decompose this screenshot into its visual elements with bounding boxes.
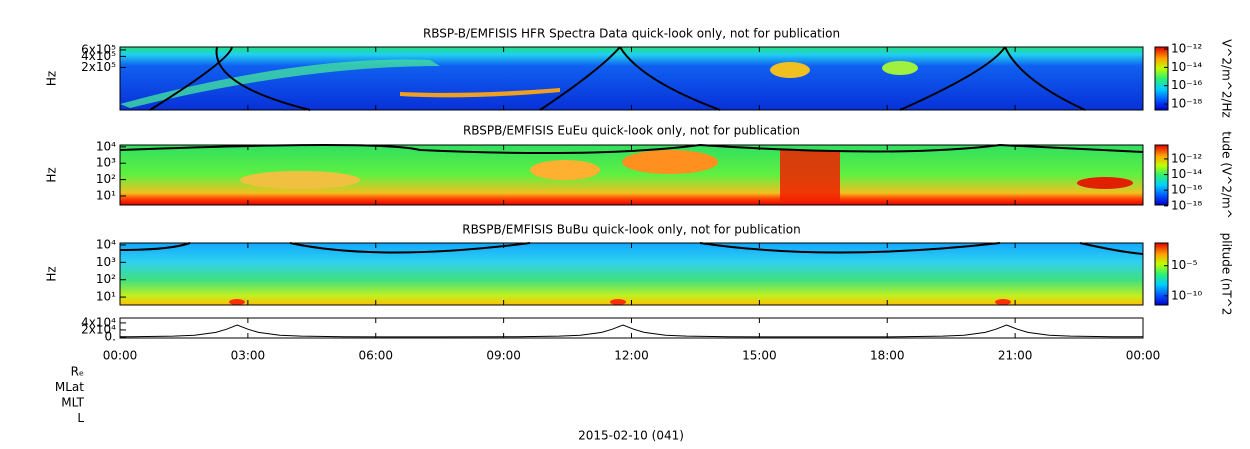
x-tick-label: 18:00: [870, 349, 905, 363]
y-tick-label: 10¹: [96, 188, 116, 202]
x-tick-label: 03:00: [231, 349, 266, 363]
x-axis-label: 2015-02-10 (041): [578, 429, 684, 443]
colorbar-tick-label: 10⁻¹⁶: [1171, 78, 1202, 92]
spectrogram-feature: [240, 171, 360, 189]
spectrogram-feature: [780, 150, 840, 202]
x-tick-label: 21:00: [998, 349, 1033, 363]
y-tick-label: 10⁴: [96, 237, 116, 251]
x-tick-label: 15:00: [742, 349, 777, 363]
spectrogram-feature: [400, 88, 560, 98]
spectrogram-feature: [610, 299, 626, 305]
spectrogram-feature: [882, 61, 918, 75]
spectrogram-feature: [530, 160, 600, 180]
spectrogram-feature: [120, 59, 440, 108]
data-line: [120, 324, 1143, 338]
colorbar-tick-label: 10⁻⁵: [1171, 258, 1198, 272]
colorbar-tick-label: 10⁻¹²: [1171, 42, 1202, 56]
cyclotron-curve: [119, 242, 1144, 255]
y-tick-label: 10⁴: [96, 139, 116, 153]
x-tick-label: 06:00: [358, 349, 393, 363]
y-tick-label: 2x10⁴: [81, 322, 116, 336]
spectrogram-feature: [995, 299, 1011, 305]
y-tick-label: 2x10⁵: [81, 60, 116, 74]
colorbar-label: plitude (nT^2: [1220, 233, 1234, 316]
spectrogram-fill: [120, 243, 1143, 305]
spectrogram-eueu: [119, 143, 1144, 205]
panel-title: RBSPB/EMFISIS EuEu quick-look only, not …: [463, 124, 800, 138]
colorbar-label: V^2/m^2/Hz: [1220, 39, 1234, 118]
row-label: MLat: [55, 380, 84, 394]
spectrogram-feature: [622, 150, 718, 174]
colorbar-tick-label: 10⁻¹⁸: [1171, 198, 1202, 212]
y-tick-label: 4x10⁴: [81, 315, 116, 329]
y-tick-label: 10²: [96, 272, 116, 286]
row-label: L: [77, 411, 84, 425]
cyclotron-curve: [149, 46, 1086, 111]
panel-title: RBSP-B/EMFISIS HFR Spectra Data quick-lo…: [423, 27, 840, 41]
row-label: MLT: [61, 396, 84, 410]
colorbar: [1154, 242, 1169, 306]
x-tick-label: 09:00: [486, 349, 521, 363]
x-tick-label: 00:00: [103, 349, 138, 363]
y-tick-label: 6x10⁵: [81, 42, 116, 56]
panel-title: RBSPB/EMFISIS BuBu quick-look only, not …: [462, 223, 800, 237]
row-label: Rₑ: [71, 365, 84, 379]
y-tick-label: 10¹: [96, 290, 116, 304]
spectrogram-feature: [770, 62, 810, 78]
spectrogram-feature: [1077, 177, 1133, 189]
x-tick-label: 12:00: [614, 349, 649, 363]
y-tick-label: 10²: [96, 172, 116, 186]
y-tick-label: 4x10⁵: [81, 49, 116, 63]
y-tick-label: 0.: [105, 329, 116, 343]
colorbar-tick-label: 10⁻¹⁰: [1171, 288, 1202, 302]
colorbar-tick-label: 10⁻¹²: [1171, 151, 1202, 165]
colorbar-tick-label: 10⁻¹⁸: [1171, 96, 1202, 110]
y-tick-label: 10³: [96, 156, 116, 170]
spectrogram-hfr: [120, 46, 1143, 111]
colorbar-tick-label: 10⁻¹⁴: [1171, 167, 1202, 181]
colorbar-tick-label: 10⁻¹⁶: [1171, 183, 1202, 197]
colorbar-label: tude (V^2/m^: [1220, 131, 1234, 219]
y-axis-label: Hz: [45, 71, 59, 86]
y-axis-label: Hz: [45, 266, 59, 281]
spectrogram-feature: [229, 299, 245, 305]
colorbar: [1154, 46, 1169, 111]
x-tick-label: 00:00: [1126, 349, 1161, 363]
spectrogram-bubu: [119, 242, 1144, 305]
y-tick-label: 10³: [96, 255, 116, 269]
spectrogram-fill: [120, 47, 1143, 110]
colorbar-tick-label: 10⁻¹⁴: [1171, 60, 1202, 74]
y-axis-label: Hz: [45, 167, 59, 182]
